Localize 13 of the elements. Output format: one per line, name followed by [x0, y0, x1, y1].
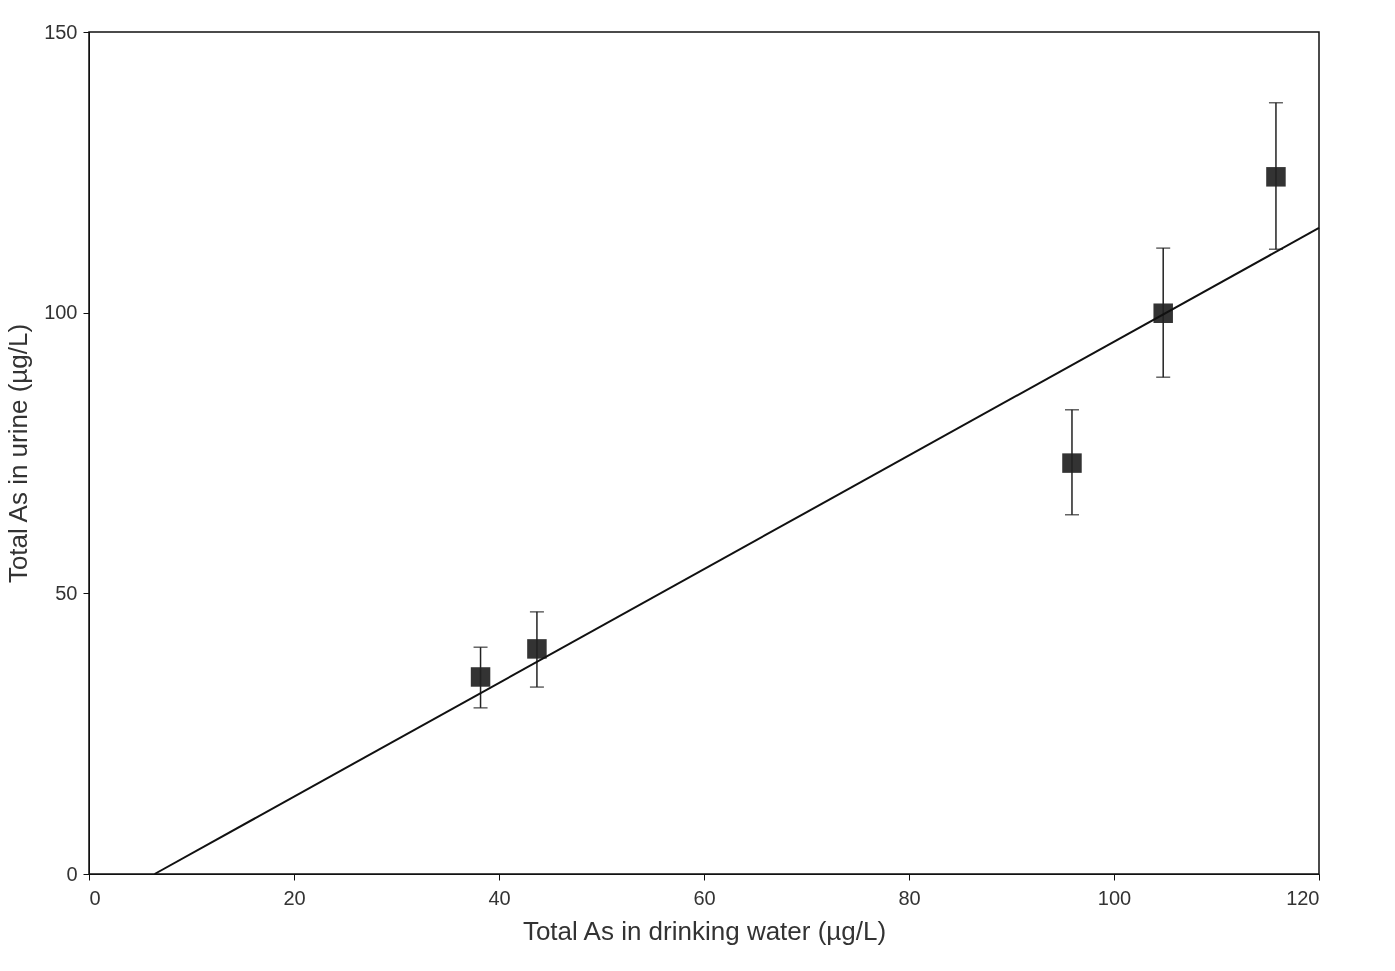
x-tick-label: 20	[283, 886, 306, 909]
y-tick-label: 50	[55, 581, 78, 604]
x-axis-title: Total As in drinking water (µg/L)	[522, 915, 887, 946]
y-tick-label: 100	[44, 301, 78, 324]
y-tick-label: 0	[66, 862, 78, 885]
x-tick-label: 120	[1286, 886, 1320, 909]
x-tick-label: 100	[1097, 886, 1132, 909]
x-tick-label: 60	[693, 886, 716, 909]
x-tick-label: 0	[89, 886, 101, 909]
y-tick-label: 150	[44, 20, 78, 43]
x-tick-label: 40	[488, 886, 511, 909]
x-tick-label: 80	[898, 886, 921, 909]
y-axis-title: Total As in urine (µg/L)	[3, 323, 34, 584]
